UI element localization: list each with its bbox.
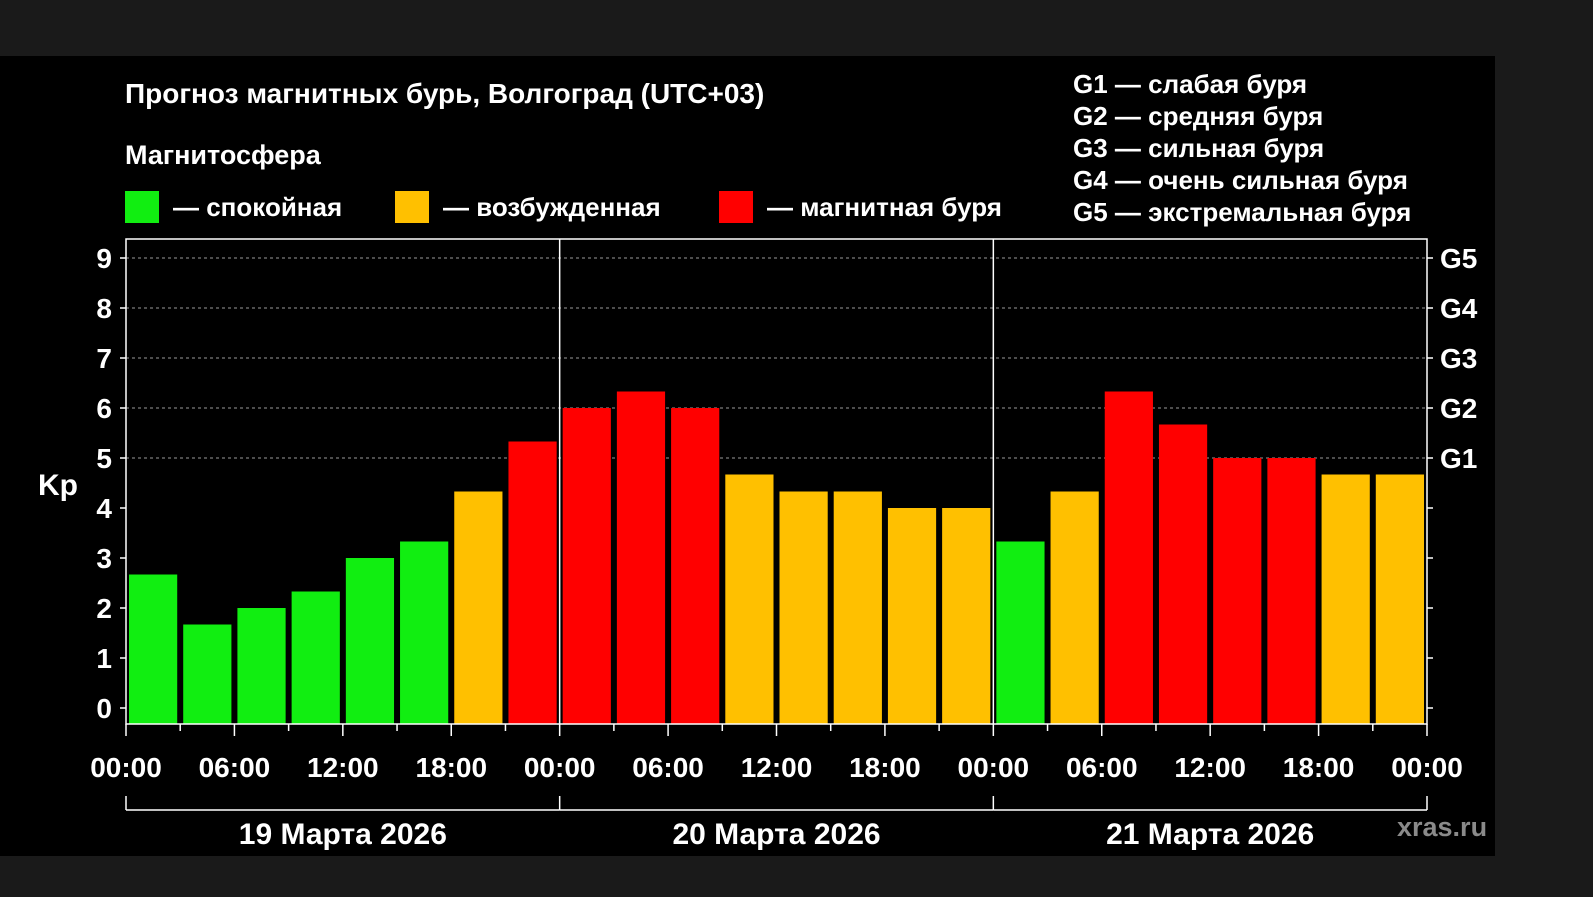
g-scale-item: G5 — экстремальная буря xyxy=(1073,197,1412,227)
kp-bar xyxy=(454,491,503,724)
x-tick-label: 06:00 xyxy=(1066,752,1138,783)
chart-title: Прогноз магнитных бурь, Волгоград (UTC+0… xyxy=(125,78,765,109)
kp-bar xyxy=(1158,424,1208,724)
kp-bar xyxy=(129,574,178,724)
y-tick-label: 2 xyxy=(96,593,112,624)
x-tick-label: 18:00 xyxy=(415,752,487,783)
kp-bar xyxy=(1104,391,1153,724)
legend-item-active: — возбужденная xyxy=(395,190,661,224)
y-tick-label: 3 xyxy=(96,543,112,574)
g-scale-item: G1 — слабая буря xyxy=(1073,69,1308,99)
x-tick-label: 12:00 xyxy=(741,752,813,783)
g-tick-label: G1 xyxy=(1440,443,1477,474)
y-tick-label: 8 xyxy=(96,293,112,324)
kp-bar xyxy=(725,474,774,724)
legend-swatch-storm xyxy=(719,191,753,223)
g-scale-item: G3 — сильная буря xyxy=(1073,133,1325,163)
kp-bar xyxy=(942,508,991,724)
kp-bar xyxy=(1375,474,1424,724)
kp-bar xyxy=(1050,491,1099,724)
g-scale-item: G4 — очень сильная буря xyxy=(1073,165,1408,195)
legend-swatch-active xyxy=(395,191,429,223)
kp-bar xyxy=(237,608,286,724)
legend-swatch-quiet xyxy=(125,191,159,223)
x-tick-label: 18:00 xyxy=(849,752,921,783)
kp-bar xyxy=(1267,458,1316,724)
g-scale-item: G2 — средняя буря xyxy=(1073,101,1324,131)
y-tick-label: 1 xyxy=(96,643,112,674)
y-axis-label: Kp xyxy=(38,469,78,502)
legend-heading: Магнитосфера xyxy=(125,140,321,170)
y-tick-label: 6 xyxy=(96,393,112,424)
g-tick-label: G2 xyxy=(1440,393,1477,424)
kp-bar xyxy=(183,624,232,724)
x-tick-label: 18:00 xyxy=(1283,752,1355,783)
y-tick-label: 9 xyxy=(96,243,112,274)
kp-bar xyxy=(887,508,937,724)
legend-label-active: — возбужденная xyxy=(443,191,661,222)
kp-bar xyxy=(1213,458,1262,724)
legend-item-quiet: — спокойная xyxy=(125,190,342,224)
g-scale-legend: G1 — слабая буря G2 — средняя буря G3 — … xyxy=(1073,68,1411,228)
x-tick-label: 12:00 xyxy=(307,752,379,783)
kp-bar xyxy=(291,591,340,724)
day-label: 21 Марта 2026 xyxy=(1106,818,1314,851)
kp-bar xyxy=(616,391,666,724)
g-tick-label: G5 xyxy=(1440,243,1477,274)
y-tick-label: 0 xyxy=(96,693,112,724)
kp-bar xyxy=(508,441,557,724)
kp-bar xyxy=(779,491,828,724)
x-tick-label: 00:00 xyxy=(524,752,596,783)
legend-label-quiet: — спокойная xyxy=(173,191,343,222)
x-tick-label: 00:00 xyxy=(958,752,1030,783)
day-label: 20 Марта 2026 xyxy=(672,818,880,851)
kp-bar xyxy=(996,541,1045,724)
watermark: xras.ru xyxy=(1397,812,1488,842)
x-tick-label: 06:00 xyxy=(632,752,704,783)
y-tick-label: 7 xyxy=(96,343,112,374)
x-tick-label: 00:00 xyxy=(1391,752,1463,783)
g-tick-label: G4 xyxy=(1440,293,1478,324)
kp-bar xyxy=(1321,474,1370,724)
x-tick-label: 00:00 xyxy=(90,752,162,783)
g-tick-label: G3 xyxy=(1440,343,1477,374)
legend-label-storm: — магнитная буря xyxy=(767,191,1002,222)
day-label: 19 Марта 2026 xyxy=(239,818,447,851)
x-tick-label: 12:00 xyxy=(1174,752,1246,783)
y-tick-label: 4 xyxy=(96,493,112,524)
kp-bar xyxy=(833,491,882,724)
kp-bar xyxy=(671,408,720,724)
x-tick-label: 06:00 xyxy=(199,752,271,783)
y-tick-label: 5 xyxy=(96,443,112,474)
kp-bar xyxy=(345,558,395,724)
kp-bar xyxy=(400,541,449,724)
legend-item-storm: — магнитная буря xyxy=(719,190,1002,224)
kp-bar xyxy=(562,408,611,724)
